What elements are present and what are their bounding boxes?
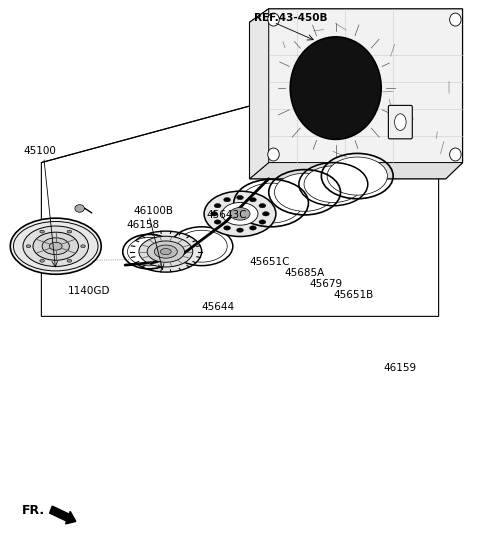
Ellipse shape — [240, 183, 302, 223]
Ellipse shape — [263, 212, 269, 216]
Ellipse shape — [40, 259, 44, 262]
Text: 46100B: 46100B — [134, 206, 174, 216]
Ellipse shape — [224, 226, 230, 230]
Ellipse shape — [237, 228, 243, 232]
Ellipse shape — [42, 238, 70, 255]
Text: 45100: 45100 — [24, 146, 57, 156]
Ellipse shape — [450, 148, 461, 161]
Polygon shape — [41, 74, 439, 316]
Ellipse shape — [67, 230, 72, 233]
Ellipse shape — [160, 248, 171, 255]
Ellipse shape — [327, 157, 387, 195]
Text: 45679: 45679 — [310, 279, 343, 289]
Ellipse shape — [147, 241, 184, 262]
Polygon shape — [250, 163, 463, 179]
Ellipse shape — [33, 232, 78, 260]
Ellipse shape — [139, 236, 193, 267]
Ellipse shape — [81, 245, 85, 248]
Text: 45644: 45644 — [202, 302, 235, 312]
Ellipse shape — [211, 212, 217, 216]
Ellipse shape — [250, 197, 256, 202]
Ellipse shape — [10, 218, 101, 274]
Text: REF.43-450B: REF.43-450B — [254, 13, 328, 23]
Ellipse shape — [222, 202, 258, 225]
Ellipse shape — [204, 191, 276, 236]
Ellipse shape — [26, 245, 31, 248]
Ellipse shape — [13, 221, 98, 271]
Ellipse shape — [214, 220, 221, 224]
Text: 45651B: 45651B — [333, 290, 373, 300]
Ellipse shape — [130, 231, 202, 272]
Ellipse shape — [250, 226, 256, 230]
Polygon shape — [250, 9, 269, 179]
Ellipse shape — [268, 13, 279, 26]
Ellipse shape — [450, 13, 461, 26]
Text: 45685A: 45685A — [285, 268, 325, 278]
Text: 46159: 46159 — [384, 362, 417, 373]
Ellipse shape — [67, 259, 72, 262]
Text: 1140GD: 1140GD — [68, 286, 110, 296]
Ellipse shape — [304, 166, 362, 202]
FancyArrow shape — [49, 506, 76, 524]
Ellipse shape — [224, 197, 230, 202]
Ellipse shape — [75, 204, 84, 212]
Ellipse shape — [214, 203, 221, 208]
Ellipse shape — [176, 230, 227, 262]
Ellipse shape — [49, 242, 62, 250]
Text: 45651C: 45651C — [250, 258, 290, 267]
FancyBboxPatch shape — [388, 105, 412, 139]
Ellipse shape — [230, 208, 250, 220]
Ellipse shape — [237, 195, 243, 200]
Text: 45643C: 45643C — [206, 210, 247, 221]
Ellipse shape — [268, 148, 279, 161]
Ellipse shape — [290, 37, 381, 140]
Text: 46158: 46158 — [126, 220, 159, 229]
Ellipse shape — [395, 114, 406, 130]
Ellipse shape — [259, 220, 266, 224]
Ellipse shape — [23, 226, 88, 266]
Polygon shape — [250, 9, 463, 179]
Ellipse shape — [40, 230, 44, 233]
Ellipse shape — [155, 245, 177, 258]
Ellipse shape — [275, 173, 335, 212]
Ellipse shape — [128, 237, 171, 266]
Ellipse shape — [259, 203, 266, 208]
Text: FR.: FR. — [22, 504, 45, 517]
